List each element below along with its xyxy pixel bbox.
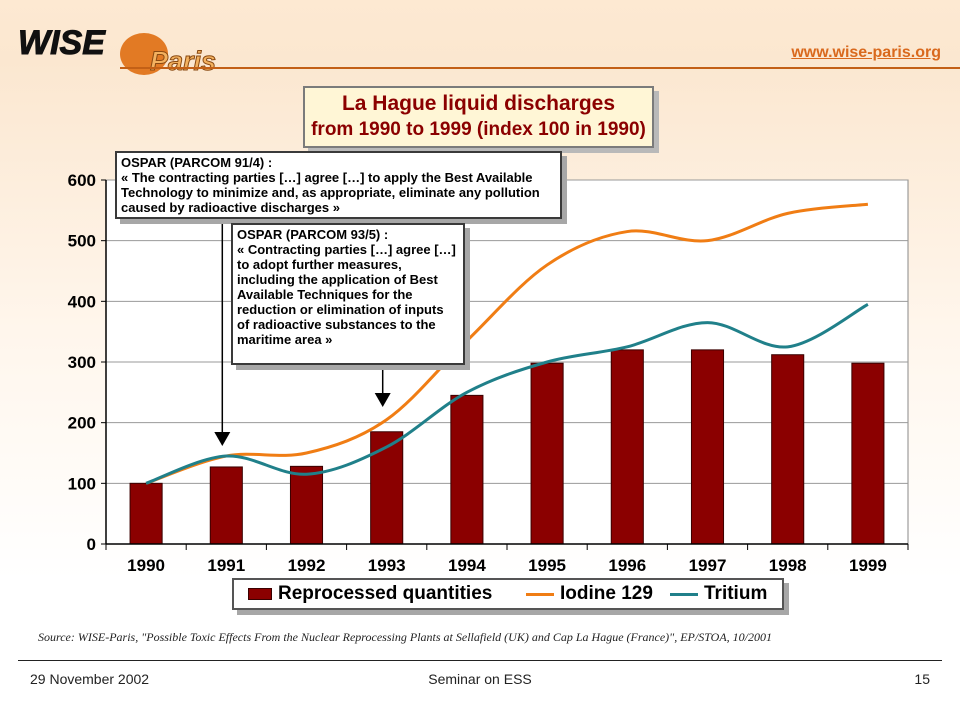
y-tick-label: 300 [68, 353, 96, 372]
site-url-link[interactable]: www.wise-paris.org [791, 44, 941, 61]
footer-page-number: 15 [914, 671, 930, 687]
legend-item-tritium: Tritium [670, 580, 767, 608]
bar [610, 349, 644, 545]
footer-event: Seminar on ESS [428, 671, 532, 687]
y-tick-label: 600 [68, 171, 96, 190]
chart-title-line1: La Hague liquid discharges [341, 92, 616, 115]
down-arrow-icon [374, 393, 391, 407]
callout-parcom-93-5: OSPAR (PARCOM 93/5) : « Contracting part… [231, 223, 465, 365]
bar [690, 349, 725, 545]
bar-series [129, 349, 885, 545]
x-tick-label: 1992 [288, 556, 326, 575]
x-tick-label: 1994 [448, 556, 486, 575]
bar [530, 362, 564, 545]
x-tick-label: 1995 [528, 556, 566, 575]
y-tick-label: 400 [68, 292, 96, 311]
bar [771, 354, 805, 545]
orange-line-swatch-icon [526, 592, 554, 596]
callout-body: « The contracting parties […] agree […] … [121, 170, 540, 215]
bar-swatch-icon [248, 588, 272, 600]
callout-parcom-91-4: OSPAR (PARCOM 91/4) : « The contracting … [115, 151, 562, 219]
down-arrow-icon [214, 432, 231, 446]
bar [450, 394, 484, 545]
logo-orange-ball [120, 33, 168, 75]
y-tick-label: 0 [87, 535, 96, 554]
legend-item-reprocessed: Reprocessed quantities [248, 580, 492, 608]
x-tick-label: 1997 [689, 556, 727, 575]
x-tick-label: 1998 [769, 556, 807, 575]
line-series [145, 202, 869, 485]
y-tick-label: 100 [68, 474, 96, 493]
chart-legend: Reprocessed quantities Iodine 129 Tritiu… [232, 578, 784, 610]
x-tick-label: 1999 [849, 556, 887, 575]
bar [289, 465, 324, 545]
logo-paris-text: Paris [150, 46, 216, 76]
bar [370, 431, 404, 545]
header-rule [120, 67, 960, 69]
x-tick-label: 1996 [608, 556, 646, 575]
footer-date: 29 November 2002 [30, 671, 150, 687]
legend-item-iodine: Iodine 129 [526, 580, 653, 608]
chart-title-line2: from 1990 to 1999 (index 100 in 1990) [311, 119, 646, 140]
bar [209, 466, 243, 545]
legend-label: Tritium [704, 583, 768, 604]
series-line [145, 202, 869, 485]
teal-line-swatch-icon [670, 592, 698, 596]
callout-heading: OSPAR (PARCOM 91/4) : [121, 155, 273, 170]
footer-rule [18, 660, 942, 661]
callout-heading: OSPAR (PARCOM 93/5) : [237, 227, 389, 242]
wise-paris-logo: WISE Paris [18, 24, 217, 77]
logo-wise-text: WISE [18, 24, 106, 62]
callout-arrows [214, 219, 391, 446]
chart-title: La Hague liquid discharges from 1990 to … [303, 86, 654, 148]
axes: 0 100 200 300 400 500 600 1990 1991 1992 1993 1994 1… [68, 171, 909, 575]
bar [851, 362, 885, 545]
y-tick-label: 500 [68, 232, 96, 251]
x-tick-label: 1991 [207, 556, 245, 575]
source-note: Source: WISE-Paris, "Possible Toxic Effe… [38, 630, 772, 644]
callout-body: « Contracting parties […] agree […] to a… [237, 242, 456, 347]
x-tick-label: 1990 [127, 556, 165, 575]
legend-label: Iodine 129 [560, 583, 653, 604]
series-line [145, 303, 869, 485]
y-tick-label: 200 [68, 414, 96, 433]
bar [129, 482, 163, 545]
x-tick-label: 1993 [368, 556, 406, 575]
legend-label: Reprocessed quantities [278, 583, 493, 604]
